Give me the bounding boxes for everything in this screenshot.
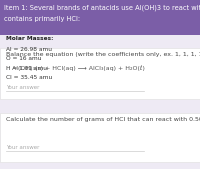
Text: Your answer: Your answer <box>6 85 39 90</box>
Text: Molar Masses:: Molar Masses: <box>6 36 54 41</box>
Text: Balance the equation (write the coefficients only, ex. 1, 1, 1, 1) *: Balance the equation (write the coeffici… <box>6 52 200 57</box>
Text: Al = 26.98 amu: Al = 26.98 amu <box>6 47 52 52</box>
Text: contains primarily HCl:: contains primarily HCl: <box>4 16 80 22</box>
Text: Your answer: Your answer <box>6 145 39 150</box>
Text: H = 1.01 amu: H = 1.01 amu <box>6 66 47 71</box>
Text: O = 16 amu: O = 16 amu <box>6 56 42 61</box>
Text: Calculate the number of grams of HCl that can react with 0.500 g of Al(OH)3 *: Calculate the number of grams of HCl tha… <box>6 117 200 122</box>
Text: Item 1: Several brands of antacids use Al(OH)3 to react with stomach acid, which: Item 1: Several brands of antacids use A… <box>4 4 200 11</box>
Text: Al(OH)₃(s) + HCl(aq) ⟶ AlCl₃(aq) + H₂O(ℓ): Al(OH)₃(s) + HCl(aq) ⟶ AlCl₃(aq) + H₂O(ℓ… <box>12 65 145 71</box>
Bar <box>0 48 200 99</box>
Bar <box>0 113 200 162</box>
Text: Cl = 35.45 amu: Cl = 35.45 amu <box>6 75 52 80</box>
Bar <box>0 0 200 35</box>
